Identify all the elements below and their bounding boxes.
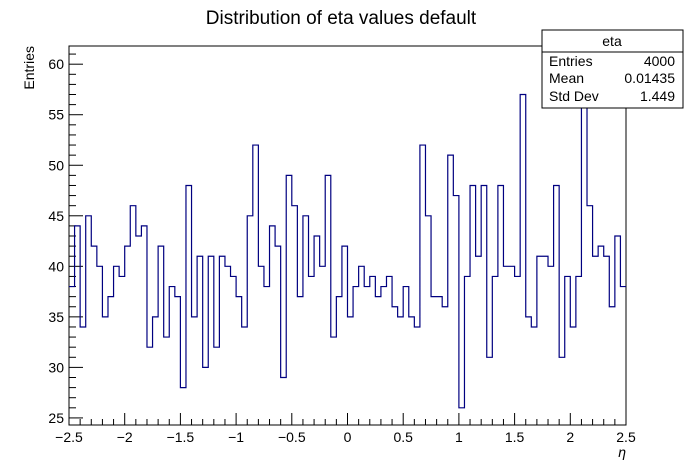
y-tick-label: 30: [48, 359, 64, 375]
y-tick-label: 35: [48, 309, 64, 325]
x-tick-label: 0.5: [393, 429, 413, 445]
stats-stddev-value: 1.449: [640, 88, 675, 104]
x-tick-label: −0.5: [278, 429, 306, 445]
x-tick-label: −2: [117, 429, 133, 445]
y-tick-label: 50: [48, 157, 64, 173]
stats-stddev-label: Std Dev: [549, 88, 599, 104]
y-axis: 25 30 35 40 45 50 55 60: [48, 53, 83, 426]
stats-box-title: eta: [602, 33, 622, 49]
x-tick-label: 0: [344, 429, 352, 445]
x-axis-label: η: [618, 444, 626, 460]
y-tick-label: 55: [48, 107, 64, 123]
x-tick-label: −2.5: [55, 429, 83, 445]
x-tick-label: 1: [455, 429, 463, 445]
y-axis-label: Entries: [21, 46, 37, 90]
x-tick-label: −1: [228, 429, 244, 445]
y-tick-label: 45: [48, 208, 64, 224]
stats-mean-value: 0.01435: [624, 70, 675, 86]
x-tick-label: −1.5: [167, 429, 195, 445]
x-tick-label: 2: [566, 429, 574, 445]
y-tick-label: 60: [48, 56, 64, 72]
x-tick-label: 1.5: [505, 429, 525, 445]
histogram-series-line: [69, 83, 626, 409]
y-tick-label: 40: [48, 258, 64, 274]
stats-entries-label: Entries: [549, 53, 593, 69]
x-axis: −2.5 −2 −1.5 −1 −0.5 0 0.5 1 1.5 2 2.5: [55, 413, 636, 445]
stats-box-frame: [541, 29, 684, 109]
stats-mean-label: Mean: [549, 70, 584, 86]
chart-title: Distribution of eta values default: [206, 8, 477, 29]
y-tick-label: 25: [48, 410, 64, 426]
stats-entries-value: 4000: [644, 53, 675, 69]
x-tick-label: 2.5: [616, 429, 636, 445]
stats-box: eta Entries 4000 Mean 0.01435 Std Dev 1.…: [541, 29, 684, 109]
